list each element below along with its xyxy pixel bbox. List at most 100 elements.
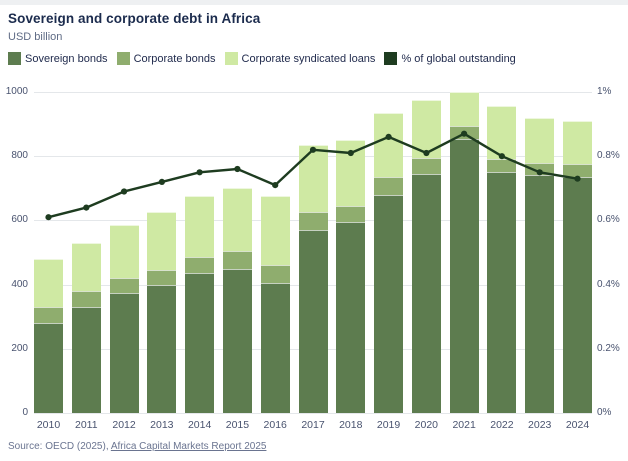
bar-segment-2020-corporate-bonds[interactable] [411,157,441,174]
bar-segment-2015-corporate-bonds[interactable] [222,250,252,269]
source-note: Source: OECD (2025), Africa Capital Mark… [8,441,266,452]
legend-swatch-icon [224,52,238,65]
legend-swatch-icon [8,52,21,65]
bar-segment-2019-corporate-bonds[interactable] [374,177,404,195]
bar-segment-2019-sovereign-bonds[interactable] [374,194,404,413]
y-left-tick-0: 0 [22,407,28,418]
x-tick-2014: 2014 [187,419,212,431]
bar-segment-2022-sovereign-bonds[interactable] [487,172,517,413]
pct-line-point-2017 [309,146,317,153]
bar-segment-2018-corporate-bonds[interactable] [336,205,366,223]
chart-title: Sovereign and corporate debt in Africa [8,11,261,26]
legend-item-corporate-syndicated-loans[interactable]: Corporate syndicated loans [224,52,376,65]
bar-segment-2013-corporate-bonds[interactable] [147,270,177,285]
legend-label: Corporate syndicated loans [241,52,376,65]
bar-segment-2013-corporate-syndicated-loans[interactable] [147,212,177,271]
y-right-tick-0.4%: 0.4% [597,278,620,290]
bar-segment-2023-sovereign-bonds[interactable] [525,175,555,413]
legend-label: % of global outstanding [401,52,516,65]
legend-label: Sovereign bonds [25,52,108,65]
bar-segment-2022-corporate-bonds[interactable] [487,159,517,173]
bar-segment-2011-corporate-syndicated-loans[interactable] [71,242,101,292]
gridline-0 [34,413,592,414]
y-right-tick-1%: 1% [597,86,612,97]
legend-item--of-global-outstanding[interactable]: % of global outstanding [384,52,516,65]
y-right-tick-0%: 0% [597,407,612,418]
bar-segment-2017-sovereign-bonds[interactable] [298,230,328,413]
bar-segment-2014-corporate-syndicated-loans[interactable] [185,196,215,258]
x-tick-2016: 2016 [263,419,287,431]
y-left-tick-600: 600 [11,214,28,226]
bar-segment-2014-sovereign-bonds[interactable] [185,273,215,413]
bar-segment-2011-sovereign-bonds[interactable] [71,307,101,413]
chart-plot-area[interactable] [34,92,592,414]
bar-segment-2021-corporate-syndicated-loans[interactable] [449,92,479,126]
bar-segment-2016-sovereign-bonds[interactable] [260,283,290,413]
pct-line-point-2023 [536,169,543,176]
x-tick-2013: 2013 [150,419,174,431]
bar-segment-2017-corporate-syndicated-loans[interactable] [298,144,328,213]
source-link[interactable]: Africa Capital Markets Report 2025 [110,441,267,452]
y-left-tick-400: 400 [11,278,28,290]
y-right-tick-0.6%: 0.6% [597,214,620,226]
y-right-tick-0.8%: 0.8% [597,150,620,162]
x-tick-2023: 2023 [528,419,552,431]
chart-legend: Sovereign bonds Corporate bonds Corporate … [8,52,516,65]
bar-segment-2011-corporate-bonds[interactable] [71,291,101,308]
y-right-tick-0.2%: 0.2% [597,342,620,354]
y-left-tick-200: 200 [11,342,28,354]
bar-segment-2024-corporate-bonds[interactable] [563,164,592,178]
pct-line-point-2020 [423,149,430,157]
x-tick-2024: 2024 [565,419,590,431]
x-tick-2021: 2021 [452,419,476,431]
pct-line-point-2014 [196,169,203,176]
bar-segment-2021-sovereign-bonds[interactable] [449,138,479,413]
bar-segment-2017-corporate-bonds[interactable] [298,212,328,231]
bar-segment-2012-corporate-bonds[interactable] [109,278,139,293]
bar-segment-2010-corporate-bonds[interactable] [34,307,63,324]
chart-subtitle: USD billion [8,31,63,43]
pct-line-point-2011 [83,204,90,211]
pct-line-point-2015 [234,165,241,173]
bar-segment-2023-corporate-syndicated-loans[interactable] [525,117,555,163]
bar-segment-2010-corporate-syndicated-loans[interactable] [34,258,63,308]
bar-segment-2013-sovereign-bonds[interactable] [147,284,177,413]
bar-segment-2010-sovereign-bonds[interactable] [34,323,63,413]
bar-segment-2016-corporate-bonds[interactable] [260,265,290,283]
legend-swatch-icon [384,52,398,65]
pct-line-point-2021 [461,130,468,137]
y-left-tick-800: 800 [11,150,28,162]
bar-segment-2019-corporate-syndicated-loans[interactable] [374,112,404,178]
bar-segment-2016-corporate-syndicated-loans[interactable] [260,196,290,266]
bar-segment-2024-corporate-syndicated-loans[interactable] [563,120,592,165]
bar-segment-2015-sovereign-bonds[interactable] [222,268,252,413]
legend-label: Corporate bonds [133,52,216,65]
bar-segment-2015-corporate-syndicated-loans[interactable] [222,188,252,251]
legend-item-corporate-bonds[interactable]: Corporate bonds [116,52,216,65]
bar-segment-2024-sovereign-bonds[interactable] [563,177,592,413]
x-tick-2010: 2010 [36,419,61,431]
pct-line-point-2013 [158,178,165,185]
bar-segment-2012-sovereign-bonds[interactable] [109,292,139,413]
bar-segment-2023-corporate-bonds[interactable] [525,162,555,176]
bar-segment-2018-sovereign-bonds[interactable] [336,222,366,413]
page-top-strip [0,0,628,5]
pct-line-path [47,132,579,219]
bar-segment-2020-sovereign-bonds[interactable] [411,173,441,413]
x-tick-2019: 2019 [376,419,401,431]
source-prefix: Source: OECD (2025), [8,441,111,452]
legend-item-sovereign-bonds[interactable]: Sovereign bonds [8,52,108,65]
x-tick-2020: 2020 [414,419,439,431]
x-tick-2015: 2015 [225,419,250,431]
pct-line-point-2010 [45,214,52,221]
bar-segment-2014-corporate-bonds[interactable] [185,257,215,274]
x-tick-2018: 2018 [339,419,363,431]
legend-swatch-icon [116,52,130,65]
x-tick-2017: 2017 [301,419,325,431]
pct-line-point-2018 [347,149,354,157]
x-tick-2012: 2012 [112,419,136,431]
pct-line-point-2024 [574,175,581,182]
bar-segment-2012-corporate-syndicated-loans[interactable] [109,225,139,279]
x-tick-2011: 2011 [74,419,98,431]
